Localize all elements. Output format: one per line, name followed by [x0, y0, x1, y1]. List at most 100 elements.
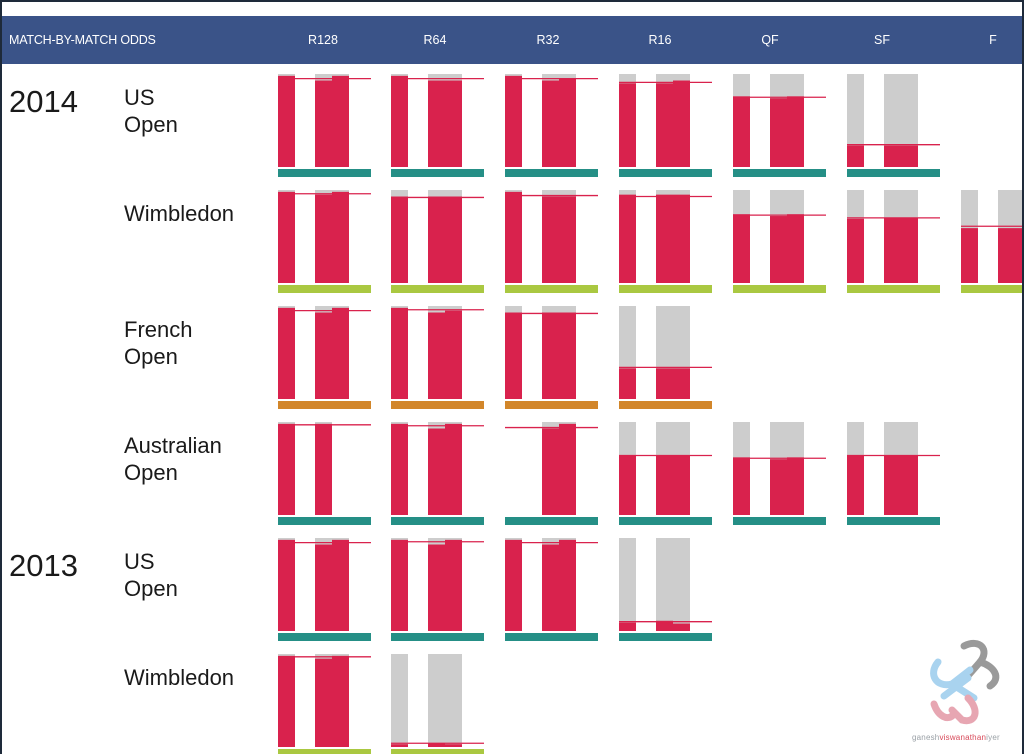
bar-us-open-qf-3	[787, 96, 804, 167]
bar-french-open-r128-3	[332, 307, 349, 399]
bar-us-open-sf-1	[847, 145, 864, 167]
surface-strip-australian-open-r64	[391, 517, 484, 525]
tournament-label-wimbledon-2014: Wimbledon	[124, 201, 235, 226]
round-label-sf: SF	[874, 33, 890, 47]
surface-strip-us-open-r128	[278, 633, 371, 641]
bar-wimbledon-r128-2	[315, 658, 332, 747]
round-label-qf: QF	[761, 33, 779, 47]
bar-us-open-r64-1	[391, 75, 408, 167]
year-label-2013: 2013	[9, 548, 78, 583]
surface-strip-wimbledon-r128	[278, 285, 371, 293]
surface-strip-us-open-sf	[847, 169, 940, 177]
bar-australian-open-r16-1	[619, 455, 636, 515]
bar-wimbledon-f-2	[998, 228, 1015, 283]
surface-strip-wimbledon-r16	[619, 285, 712, 293]
watermark-logo-icon	[930, 639, 1000, 725]
surface-strip-french-open-r64	[391, 401, 484, 409]
header-title: MATCH-BY-MATCH ODDS	[9, 33, 156, 47]
bar-wimbledon-r128-3	[332, 191, 349, 283]
bar-australian-open-sf-1	[847, 455, 864, 515]
round-label-r64: R64	[423, 33, 447, 47]
bar-wimbledon-sf-1	[847, 218, 864, 283]
bar-us-open-r32-2	[542, 80, 559, 167]
bar-us-open-r16-3	[673, 80, 690, 167]
bar-french-open-r16-3	[673, 368, 690, 399]
bar-french-open-r32-2	[542, 312, 559, 399]
bar-us-open-r32-1	[505, 75, 522, 167]
bar-australian-open-r64-3	[445, 423, 462, 515]
bar-background	[673, 538, 690, 631]
surface-strip-us-open-qf	[733, 169, 826, 177]
bar-australian-open-r64-2	[428, 428, 445, 515]
bar-us-open-r64-3	[445, 539, 462, 631]
surface-strip-french-open-r32	[505, 401, 598, 409]
bar-wimbledon-r64-3	[445, 196, 462, 283]
bar-us-open-qf-1	[733, 96, 750, 167]
bar-us-open-r128-1	[278, 75, 295, 167]
surface-strip-us-open-r16	[619, 633, 712, 641]
bar-wimbledon-r16-1	[619, 194, 636, 283]
surface-strip-wimbledon-f	[961, 285, 1022, 293]
surface-strip-australian-open-sf	[847, 517, 940, 525]
bar-us-open-r64-3	[445, 80, 462, 167]
bar-australian-open-sf-2	[884, 455, 901, 515]
bar-us-open-r128-2	[315, 80, 332, 167]
bar-australian-open-r16-3	[673, 455, 690, 515]
bar-us-open-r128-3	[332, 539, 349, 631]
bar-us-open-qf-2	[770, 98, 787, 167]
year-label-2014: 2014	[9, 84, 78, 119]
bar-us-open-r64-1	[391, 539, 408, 631]
bar-wimbledon-f-1	[961, 228, 978, 283]
round-label-f: F	[989, 33, 997, 47]
bar-us-open-r64-2	[428, 80, 445, 167]
bar-us-open-r16-1	[619, 83, 636, 167]
bar-background	[445, 654, 462, 747]
surface-strip-wimbledon-qf	[733, 285, 826, 293]
bar-us-open-r16-2	[656, 620, 673, 631]
bar-wimbledon-r32-2	[542, 196, 559, 283]
round-label-r32: R32	[536, 33, 560, 47]
surface-strip-us-open-r32	[505, 169, 598, 177]
surface-strip-australian-open-r128	[278, 517, 371, 525]
bar-us-open-r128-3	[332, 75, 349, 167]
bar-french-open-r64-1	[391, 307, 408, 399]
bar-australian-open-r16-2	[656, 455, 673, 515]
bar-wimbledon-r16-2	[656, 194, 673, 283]
bar-wimbledon-qf-1	[733, 214, 750, 283]
bar-australian-open-qf-1	[733, 457, 750, 515]
bar-us-open-r16-1	[619, 622, 636, 631]
surface-strip-wimbledon-sf	[847, 285, 940, 293]
round-label-r16: R16	[648, 33, 672, 47]
bar-us-open-r128-2	[315, 544, 332, 631]
bar-french-open-r64-3	[445, 310, 462, 399]
surface-strip-us-open-r64	[391, 169, 484, 177]
bar-wimbledon-qf-2	[770, 216, 787, 283]
bar-us-open-sf-3	[901, 145, 918, 167]
bar-wimbledon-r16-3	[673, 194, 690, 283]
surface-strip-us-open-r16	[619, 169, 712, 177]
bar-background	[884, 74, 901, 167]
bar-australian-open-r128-2	[315, 423, 332, 515]
bar-wimbledon-r128-2	[315, 194, 332, 283]
bar-wimbledon-r128-1	[278, 655, 295, 747]
bar-wimbledon-sf-2	[884, 217, 901, 283]
surface-strip-australian-open-r32	[505, 517, 598, 525]
surface-strip-wimbledon-r64	[391, 285, 484, 293]
bar-australian-open-qf-2	[770, 459, 787, 515]
bar-australian-open-r64-1	[391, 423, 408, 515]
bar-australian-open-r128-1	[278, 423, 295, 515]
surface-strip-australian-open-r16	[619, 517, 712, 525]
bar-wimbledon-f-3	[1015, 228, 1022, 283]
round-label-r128: R128	[308, 33, 338, 47]
bar-background	[428, 654, 445, 747]
bar-french-open-r32-1	[505, 312, 522, 399]
bar-wimbledon-r64-2	[428, 196, 445, 283]
bar-wimbledon-r64-1	[391, 196, 408, 283]
tournament-label-us-open-2013: US Open	[124, 549, 178, 601]
bar-us-open-r16-3	[673, 623, 690, 631]
bar-wimbledon-qf-3	[787, 214, 804, 283]
surface-strip-us-open-r32	[505, 633, 598, 641]
tournament-label-australian-open-2014: Australian Open	[124, 433, 222, 485]
bar-french-open-r128-2	[315, 312, 332, 399]
